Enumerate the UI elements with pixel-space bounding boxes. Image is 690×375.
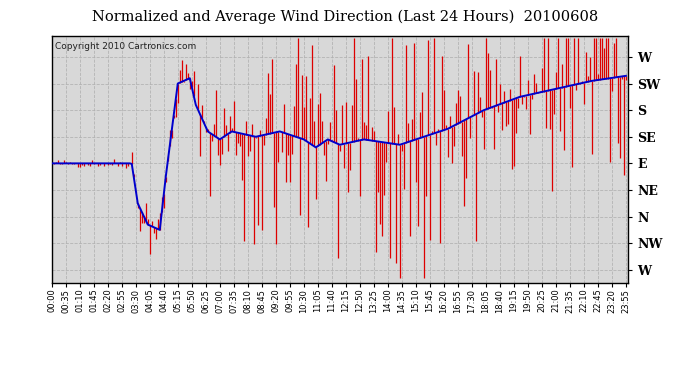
Text: Normalized and Average Wind Direction (Last 24 Hours)  20100608: Normalized and Average Wind Direction (L… [92,9,598,24]
Text: Copyright 2010 Cartronics.com: Copyright 2010 Cartronics.com [55,42,196,51]
